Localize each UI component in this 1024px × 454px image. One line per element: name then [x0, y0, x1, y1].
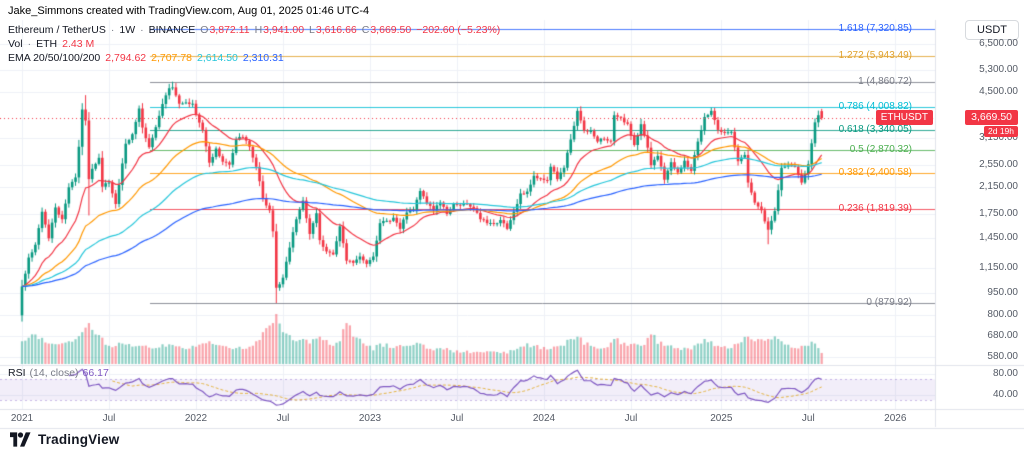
- price-axis-label: 3,150.00: [979, 131, 1018, 143]
- time-axis-label: 2022: [184, 413, 208, 424]
- separator-dot: ·: [27, 37, 32, 50]
- time-axis-label: 2025: [710, 413, 733, 424]
- footer-toolbar: TradingView: [10, 431, 119, 448]
- time-axis-label: Jul: [102, 413, 116, 424]
- rsi-legend-row[interactable]: RSI (14, close) 66.17: [8, 367, 109, 379]
- volume-value: 2.43 M: [62, 37, 95, 50]
- volume-legend-row[interactable]: Vol · ETH 2.43 M: [8, 37, 500, 51]
- price-axis-label: 680.00: [987, 330, 1018, 342]
- chart-legend: Ethereum / TetherUS · 1W · BINANCE O 3,87…: [8, 23, 500, 65]
- ema100-value: 2,614.50: [197, 51, 238, 64]
- last-price-symbol-badge: ETHUSDT: [875, 110, 933, 125]
- price-axis-label: 1,450.00: [979, 232, 1018, 244]
- time-axis-label: Jul: [624, 413, 638, 424]
- exchange-label[interactable]: BINANCE: [148, 23, 196, 36]
- symbol-name[interactable]: Ethereum / TetherUS: [8, 23, 106, 36]
- symbol-legend-row[interactable]: Ethereum / TetherUS · 1W · BINANCE O 3,87…: [8, 23, 500, 37]
- separator-dot: ·: [110, 23, 115, 36]
- price-axis-currency-chip[interactable]: USDT: [965, 20, 1019, 40]
- bar-countdown-badge: 2d 19h: [984, 126, 1018, 137]
- attribution-text: Jake_Simmons created with TradingView.co…: [8, 5, 370, 17]
- time-axis-label: Jul: [276, 413, 290, 424]
- change-value: −202.60 (−5.23%): [416, 23, 501, 36]
- price-axis-label: 1,150.00: [979, 262, 1018, 274]
- price-axis-label: 950.00: [987, 287, 1018, 299]
- price-axis-label: 1,750.00: [979, 207, 1018, 219]
- tradingview-brand[interactable]: TradingView: [38, 432, 120, 447]
- rsi-value: 66.17: [82, 367, 109, 379]
- separator-dot: ·: [140, 23, 144, 36]
- ema20-value: 2,794.62: [105, 51, 147, 64]
- rsi-axis-label: 40.00: [992, 389, 1018, 400]
- price-axis-label: 580.00: [987, 351, 1018, 362]
- ema50-value: 2,707.78: [151, 51, 192, 64]
- tradingview-logo-icon[interactable]: [10, 431, 31, 448]
- time-axis-label: 2023: [358, 413, 382, 424]
- ema200-value: 2,310.31: [242, 51, 284, 64]
- time-axis-label: 2021: [10, 413, 34, 424]
- ohlc-open: O 3,872.11: [200, 23, 250, 36]
- price-axis-label: 800.00: [987, 309, 1018, 321]
- volume-unit: ETH: [36, 37, 58, 50]
- rsi-params: (14, close): [29, 367, 79, 379]
- time-axis-label: Jul: [801, 413, 815, 424]
- interval-label[interactable]: 1W: [119, 23, 136, 36]
- ohlc-low: L 3,616.66: [309, 23, 357, 36]
- price-axis-label: 5,300.00: [979, 64, 1018, 76]
- rsi-title: RSI: [8, 367, 26, 379]
- ohlc-high: H 3,941.00: [254, 23, 305, 36]
- price-axis[interactable]: 6,500.00 5,300.00 4,500.00 3,150.00 2,550.00…: [936, 0, 1024, 427]
- time-axis-label: 2026: [884, 413, 907, 424]
- ohlc-close: C 3,669.50: [361, 23, 412, 36]
- rsi-axis-label: 80.00: [992, 368, 1018, 379]
- ema-label: EMA 20/50/100/200: [8, 51, 101, 64]
- price-axis-label: 6,500.00: [979, 38, 1018, 49]
- price-axis-label: 2,550.00: [979, 159, 1018, 171]
- volume-label: Vol: [8, 37, 23, 50]
- time-axis[interactable]: 2021 Jul 2022 Jul 2023 Jul 2024 Jul 2025 Jul 2026: [0, 410, 1024, 427]
- time-axis-label: 2024: [532, 413, 556, 424]
- last-price-badge: 3,669.50: [965, 110, 1018, 125]
- price-axis-label: 2,150.00: [979, 181, 1018, 193]
- ema-legend-row[interactable]: EMA 20/50/100/200 2,794.62 2,707.78 2,61…: [8, 51, 500, 65]
- time-axis-label: Jul: [450, 413, 464, 424]
- rsi-axis[interactable]: 80.00 40.00: [936, 0, 1024, 427]
- price-axis-label: 4,500.00: [979, 85, 1018, 97]
